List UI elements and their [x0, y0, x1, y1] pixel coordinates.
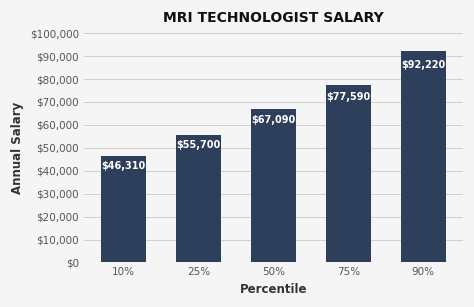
Bar [101, 156, 146, 262]
Text: $46,310: $46,310 [101, 161, 146, 171]
Title: MRI TECHNOLOGIST SALARY: MRI TECHNOLOGIST SALARY [163, 11, 383, 25]
Text: $67,090: $67,090 [251, 115, 295, 125]
Bar [326, 85, 371, 262]
Bar [176, 135, 221, 262]
Text: $92,220: $92,220 [401, 60, 445, 69]
Text: $77,590: $77,590 [326, 92, 370, 102]
Y-axis label: Annual Salary: Annual Salary [11, 102, 24, 194]
X-axis label: Percentile: Percentile [239, 283, 307, 296]
Bar [401, 51, 446, 262]
Text: $55,700: $55,700 [176, 140, 220, 150]
Bar [251, 109, 296, 262]
